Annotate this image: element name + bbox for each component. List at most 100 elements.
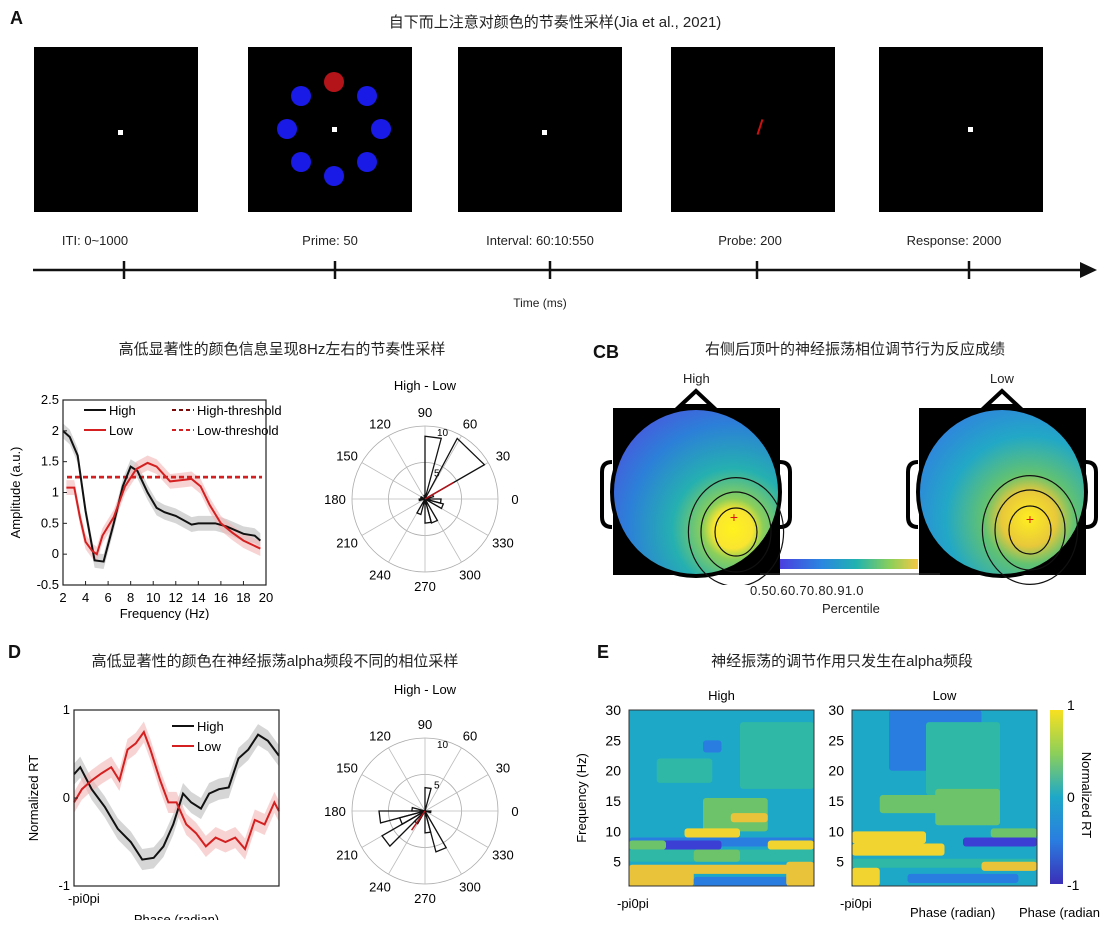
heatmap-cell: [852, 831, 926, 844]
probe-line: [756, 119, 764, 135]
y-tick-label: 5: [836, 854, 844, 870]
x-tick-label: 4: [82, 590, 89, 605]
y-tick-label: 20: [605, 763, 621, 779]
heatmap-cell: [629, 867, 694, 886]
y-tick-label: 10: [605, 823, 621, 839]
y-tick-label: 30: [828, 702, 844, 718]
fixation-dot: [118, 130, 123, 135]
x-tick-label: 16: [214, 590, 228, 605]
heatmap-cell: [879, 794, 945, 814]
nose-icon: [980, 388, 1024, 408]
error-band-high: [63, 423, 261, 569]
polar-radial-label: 10: [437, 428, 449, 439]
stage-label-response: Response: 2000: [906, 233, 1002, 248]
polar-bin: [424, 498, 433, 524]
series-line-low: [66, 461, 261, 556]
polar-bin: [424, 786, 432, 812]
electrode-marker: +: [730, 509, 738, 525]
polar-bin: [424, 435, 443, 500]
x-axis-label: Frequency (Hz): [120, 606, 210, 620]
panel-e-title: 神经振荡的调节作用只发生在alpha频段: [711, 653, 973, 670]
y-tick-label: 1: [52, 485, 59, 500]
phase-frequency-heatmaps: High51015202530-pi0piLow51015202530-pi0p…: [574, 688, 1100, 920]
heatmap-cell: [852, 843, 945, 856]
contour-line: [687, 477, 785, 585]
distractor-disc: [290, 152, 311, 173]
colorbar-tick: 1: [1067, 697, 1075, 713]
polar-angle-label: 150: [336, 449, 358, 464]
polar-bin: [423, 437, 486, 501]
y-tick-label: 15: [605, 793, 621, 809]
legend-label: High: [197, 719, 224, 734]
polar-radial-label: 5: [434, 469, 440, 480]
heatmap-cell: [926, 722, 1000, 795]
polar-angle-label: 150: [336, 761, 358, 776]
polar-bin: [424, 810, 432, 814]
polar-angle-label: 180: [324, 804, 346, 819]
legend-label: Low: [109, 423, 133, 438]
heatmap-cell: [693, 849, 740, 862]
y-tick-label: 0: [63, 790, 70, 805]
x-tick-label: 2: [59, 590, 66, 605]
heatmap-cell: [703, 740, 722, 753]
percentile-colorbar-ticks: 0.50.60.70.80.91.0: [750, 583, 864, 598]
x-tick-label: 12: [169, 590, 183, 605]
x-tick-label: -pi0pi: [840, 896, 872, 911]
heatmap-cell: [786, 861, 814, 886]
iti-screen: [34, 47, 198, 212]
polar-spoke: [424, 774, 489, 812]
topomap-high: [610, 406, 782, 578]
contour-line: [700, 491, 772, 573]
fixation-dot: [542, 130, 547, 135]
ear-icon: [600, 460, 613, 529]
polar-bin: [381, 810, 426, 848]
polar-angle-label: 300: [459, 567, 481, 582]
polar-angle-label: 30: [496, 761, 510, 776]
series-line-high: [73, 733, 280, 861]
y-axis-label: Normalized RT: [26, 755, 41, 842]
polar-bin: [424, 498, 445, 510]
percentile-colorbar: [780, 559, 918, 569]
panel-b-title: 高低显著性的颜色信息呈现8Hz左右的节奏性采样: [118, 341, 446, 358]
y-tick-label: -1: [58, 878, 70, 893]
polar-spoke: [361, 774, 426, 812]
panel-d-letter: D: [8, 642, 21, 662]
polar-angle-label: 330: [492, 848, 514, 863]
heatmap-cell: [693, 876, 814, 886]
error-band-high: [74, 724, 279, 871]
panel-e-letter: E: [597, 642, 610, 662]
colorbar-tick: 0: [1067, 789, 1075, 805]
response-screen: [879, 47, 1043, 212]
polar-bin: [418, 498, 426, 502]
polar-bin: [416, 498, 426, 516]
heatmap-cell: [656, 840, 722, 850]
y-tick-label: 0.5: [41, 515, 59, 530]
panel-a-letter: A: [10, 8, 23, 28]
contour-line: [981, 475, 1079, 585]
fixation-dot: [968, 127, 973, 132]
polar-radial-label: 10: [437, 740, 449, 751]
colorbar-tick: -1: [1067, 877, 1080, 893]
contour-line: [1008, 505, 1052, 555]
polar-angle-label: 240: [369, 879, 391, 894]
x-tick-label: 14: [191, 590, 205, 605]
polar-spoke: [388, 747, 426, 812]
distractor-disc: [357, 152, 378, 173]
x-tick-label: 18: [236, 590, 250, 605]
y-tick-label: 2: [52, 423, 59, 438]
polar-bin: [419, 495, 426, 500]
polar-spoke: [424, 747, 462, 812]
heatmap-cell: [629, 840, 666, 850]
ear-icon: [906, 460, 919, 529]
polar-angle-label: 60: [463, 729, 477, 744]
ear-icon: [779, 460, 792, 529]
polar-angle-label: 90: [418, 405, 432, 420]
y-axis-label: Frequency (Hz): [574, 753, 589, 843]
prime-screen: [248, 47, 412, 212]
x-tick-label: 20: [259, 590, 273, 605]
polar-title: High - Low: [394, 378, 457, 393]
polar-angle-label: 120: [369, 417, 391, 432]
distractor-disc: [371, 119, 391, 139]
polar-title: High - Low: [394, 682, 457, 697]
